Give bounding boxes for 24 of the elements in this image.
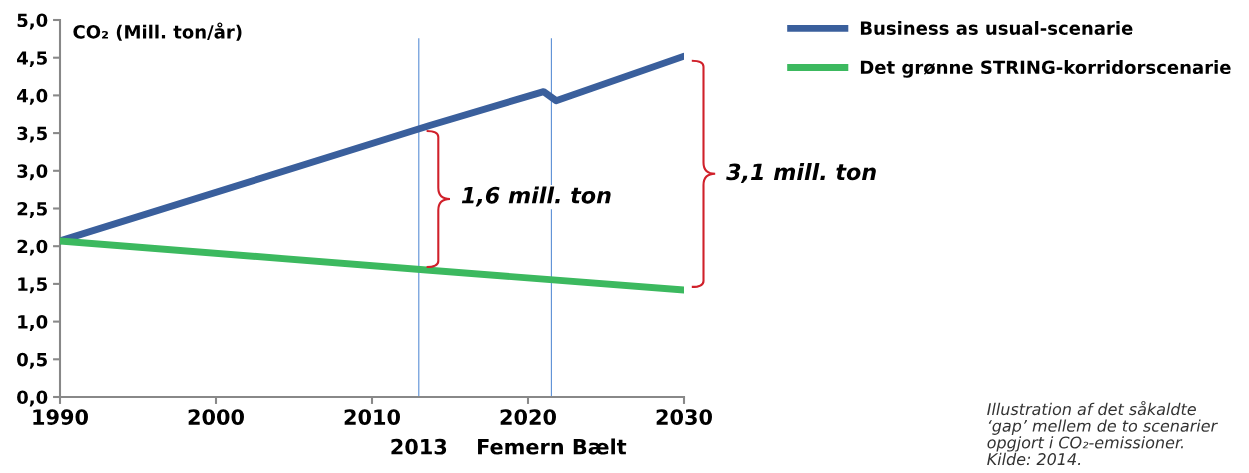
- y-tick-label: 4,0: [17, 88, 48, 105]
- text: 3,1 mill. ton: [726, 163, 876, 184]
- x-tick-label: 2010: [344, 409, 400, 425]
- y-tick-label: 5,0: [17, 13, 48, 30]
- x-tick-label: 2030: [656, 409, 712, 425]
- y-axis-title: CO₂ (Mill. ton/år): [73, 22, 242, 41]
- x-tick-label: 2020: [500, 409, 556, 425]
- y-tick-label: 2,5: [17, 201, 47, 218]
- y-tick-label: 1,0: [18, 315, 48, 332]
- y-tick-label: 3,0: [17, 164, 48, 181]
- annotation: 1,6 mill. ton: [461, 186, 611, 207]
- ref-line-label: 2013: [391, 438, 447, 455]
- y-tick-label: 4,5: [17, 51, 47, 68]
- legend-label: Det grønne STRING-korridorscenarie: [860, 60, 1231, 78]
- ref-line-label: Femern Bælt: [478, 438, 627, 455]
- y-tick-label: 0,0: [17, 390, 48, 407]
- y-tick-label: 0,5: [17, 352, 47, 369]
- text: Illustration af det såkaldte ‘gap’ mellem de to scenarier opgjort i CO₂-emissioner. Kilde: 2014.: [987, 400, 1218, 466]
- legend-label: Business as usual-scenarie: [860, 20, 1133, 35]
- x-tick-label: 2000: [188, 409, 244, 425]
- x-tick-label: 1990: [33, 409, 88, 425]
- y-tick-label: 3,5: [17, 126, 47, 143]
- y-tick-label: 2,0: [17, 239, 48, 256]
- y-tick-label: 1,5: [18, 277, 47, 294]
